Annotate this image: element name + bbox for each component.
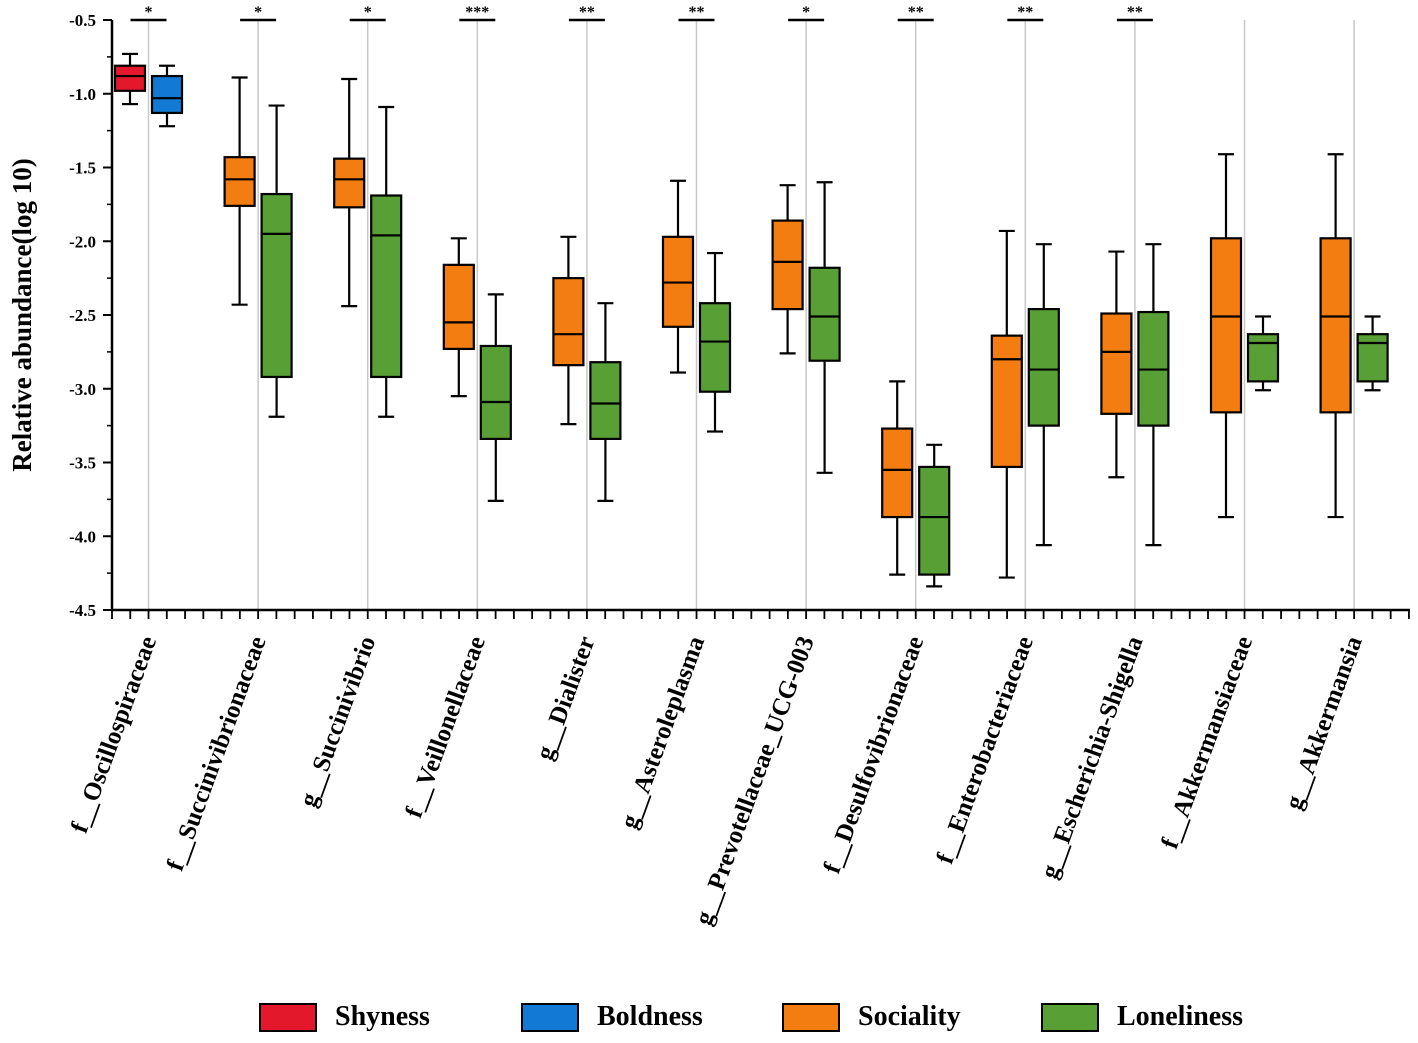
box-iqr	[260, 192, 293, 379]
legend-swatch-boldness	[521, 1002, 579, 1032]
box-sociality	[442, 237, 475, 398]
box-loneliness	[370, 105, 403, 418]
x-category-label: g__Dialister	[531, 633, 601, 764]
legend-label-sociality: Sociality	[858, 1001, 961, 1032]
y-tick-label: -1.0	[69, 85, 96, 104]
box-loneliness	[589, 302, 622, 502]
box-sociality	[990, 229, 1023, 579]
box-iqr	[1100, 312, 1133, 415]
significance-label: *	[364, 4, 372, 21]
x-category-label: g__Succinivibrio	[295, 633, 382, 811]
legend-label-boldness: Boldness	[597, 1001, 703, 1032]
legend-label-shyness: Shyness	[335, 1001, 430, 1032]
box-iqr	[113, 64, 147, 92]
box-iqr	[808, 266, 841, 362]
box-sociality	[771, 184, 804, 355]
legend-swatch-loneliness	[1041, 1002, 1099, 1032]
box-sociality	[223, 76, 256, 306]
x-category-label: f__Veillonellaceae	[400, 633, 491, 821]
legend-item-boldness: Boldness	[521, 1000, 703, 1034]
box-iqr	[918, 465, 951, 576]
y-tick-label: -1.5	[69, 159, 96, 178]
box-loneliness	[1137, 243, 1170, 547]
x-category-label: f__Enterobacteriaceae	[932, 633, 1039, 868]
x-category-label: f__Succinivibrionaceae	[162, 633, 272, 875]
box-loneliness	[698, 251, 732, 433]
significance-label: **	[1017, 4, 1033, 21]
legend-swatch-shyness	[259, 1002, 317, 1032]
box-sociality	[661, 179, 695, 374]
legend-item-sociality: Sociality	[782, 1000, 961, 1034]
x-category-label: f__Akkermansiaceae	[1156, 633, 1258, 852]
significance-label: *	[802, 4, 810, 21]
box-iqr	[1027, 308, 1060, 427]
y-tick-label: -4.5	[69, 601, 96, 620]
box-iqr	[333, 157, 366, 209]
box-loneliness	[1356, 315, 1389, 392]
box-loneliness	[808, 181, 841, 474]
significance-label: ***	[465, 4, 489, 21]
box-iqr	[479, 344, 512, 441]
legend-item-shyness: Shyness	[259, 1000, 430, 1034]
significance-label: **	[1127, 4, 1143, 21]
box-iqr	[1209, 237, 1243, 414]
box-iqr	[552, 277, 585, 367]
box-loneliness	[479, 293, 512, 502]
box-sociality	[333, 77, 366, 308]
y-tick-label: -3.0	[69, 380, 96, 399]
box-loneliness	[1027, 243, 1060, 547]
y-tick-label: -2.0	[69, 232, 96, 251]
box-sociality	[1319, 153, 1352, 519]
x-category-label: f__Oscillospiraceae	[66, 633, 162, 837]
box-sociality	[881, 380, 914, 576]
box-iqr	[881, 427, 914, 519]
box-iqr	[771, 219, 804, 311]
box-iqr	[1246, 333, 1280, 383]
x-category-label: g__Escherichia-Shigella	[1036, 632, 1149, 882]
y-tick-label: -4.0	[69, 527, 96, 546]
box-iqr	[1319, 237, 1352, 414]
y-tick-label: -2.5	[69, 306, 96, 325]
box-iqr	[370, 194, 403, 379]
x-category-label: g__Asteroleplasma	[616, 632, 711, 832]
significance-label: **	[579, 4, 595, 21]
significance-label: **	[908, 4, 924, 21]
legend-swatch-sociality	[782, 1002, 840, 1032]
box-loneliness	[918, 443, 951, 588]
box-iqr	[698, 302, 732, 393]
box-iqr	[1356, 333, 1389, 383]
significance-label: *	[145, 4, 153, 21]
legend-item-loneliness: Loneliness	[1041, 1000, 1243, 1034]
box-sociality	[1100, 250, 1133, 479]
y-axis-label: Relative abundance(log 10)	[7, 158, 37, 472]
box-iqr	[990, 334, 1023, 469]
significance-label: *	[254, 4, 262, 21]
box-iqr	[223, 156, 256, 207]
significance-label: **	[689, 4, 705, 21]
x-category-label: g__Akkermansia	[1280, 632, 1368, 813]
box-boldness	[150, 64, 184, 128]
box-sociality	[1209, 153, 1243, 519]
box-loneliness	[260, 104, 293, 418]
legend: Shyness Boldness Sociality Loneliness	[0, 996, 1418, 1040]
box-loneliness	[1246, 315, 1280, 392]
x-category-label: g__Prevotellaceae_UCG-003	[690, 633, 820, 929]
x-category-label: f__Desulfovibrionaceae	[818, 633, 929, 877]
y-tick-label: -3.5	[69, 454, 96, 473]
y-tick-label: -0.5	[69, 11, 96, 30]
boxplot-chart: -0.5 -1.0 -1.5 -2.0 -2.5 -3.0 -3.5 -4.0 -4.5 Rela…	[7, 4, 1410, 929]
box-sociality	[552, 235, 585, 426]
box-iqr	[589, 361, 622, 441]
box-iqr	[150, 74, 184, 115]
box-iqr	[442, 263, 475, 351]
box-shyness	[113, 52, 147, 106]
legend-label-loneliness: Loneliness	[1117, 1001, 1244, 1032]
